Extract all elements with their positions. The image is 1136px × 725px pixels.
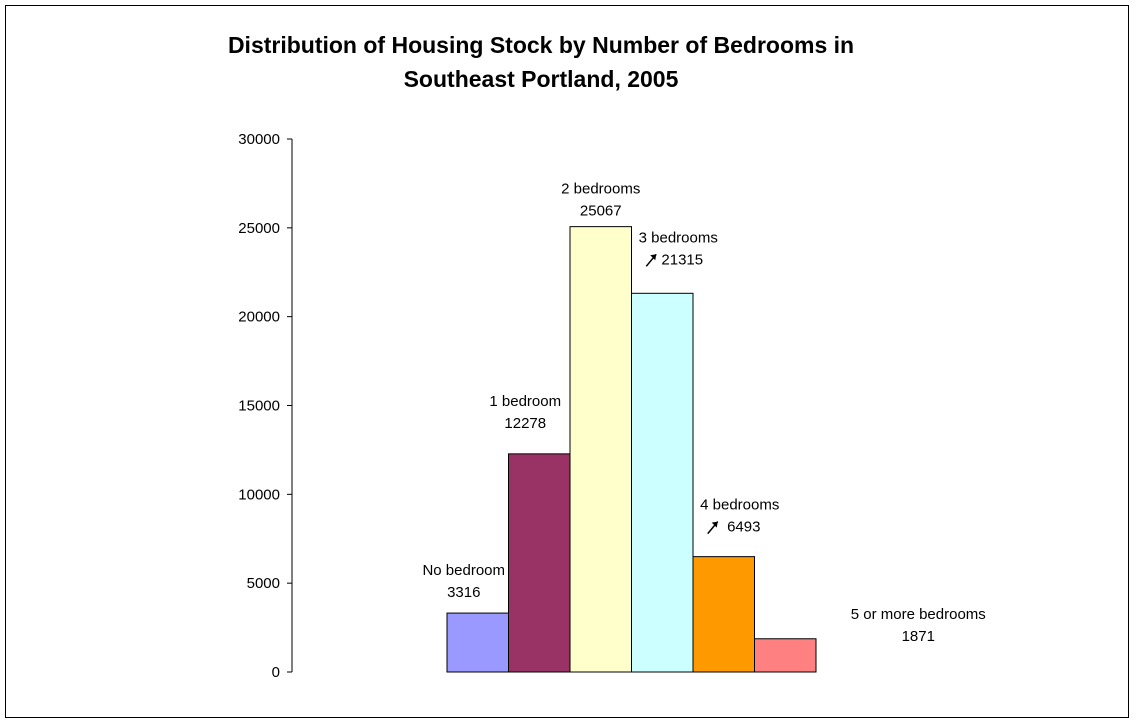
- y-tick-label: 0: [272, 664, 280, 681]
- data-label-category: 2 bedrooms: [561, 181, 640, 198]
- y-tick-label: 30000: [238, 131, 280, 148]
- bar: [508, 453, 571, 673]
- bar: [692, 556, 755, 673]
- data-label-category: 1 bedroom: [489, 393, 561, 410]
- y-tick-label: 20000: [238, 309, 280, 326]
- data-label-value: 1871: [902, 628, 935, 645]
- bar: [754, 638, 817, 673]
- data-label-value: 3316: [447, 584, 480, 601]
- data-label-category: 3 bedrooms: [639, 229, 718, 246]
- chart-title-line-1: Distribution of Housing Stock by Number …: [228, 32, 854, 58]
- chart-title-line-2: Southeast Portland, 2005: [404, 66, 679, 92]
- y-tick-label: 15000: [238, 398, 280, 415]
- data-label-value: 6493: [727, 519, 760, 536]
- leader-arrowhead: [711, 521, 718, 528]
- data-label-category: No bedroom: [422, 562, 505, 579]
- bar: [446, 612, 509, 673]
- data-label-category: 5 or more bedrooms: [851, 606, 986, 623]
- data-label-value: 25067: [580, 203, 622, 220]
- data-label-value: 21315: [661, 251, 703, 268]
- bar: [631, 292, 694, 673]
- y-tick-label: 5000: [247, 575, 280, 592]
- bar-chart: Distribution of Housing Stock by Number …: [228, 32, 986, 681]
- y-tick-label: 10000: [238, 486, 280, 503]
- data-label-category: 4 bedrooms: [700, 497, 779, 514]
- bar: [569, 226, 632, 673]
- data-label-value: 12278: [504, 415, 546, 432]
- bars: [446, 226, 817, 673]
- y-axis: 0 5000 10000 15000 20000 25000 30000: [238, 131, 293, 681]
- leader-arrowhead: [650, 254, 657, 261]
- chart-frame: Distribution of Housing Stock by Number …: [5, 5, 1129, 718]
- data-labels: No bedroom 3316 1 bedroom 12278 2 bedrooms 25…: [422, 181, 985, 645]
- y-tick-label: 25000: [238, 220, 280, 237]
